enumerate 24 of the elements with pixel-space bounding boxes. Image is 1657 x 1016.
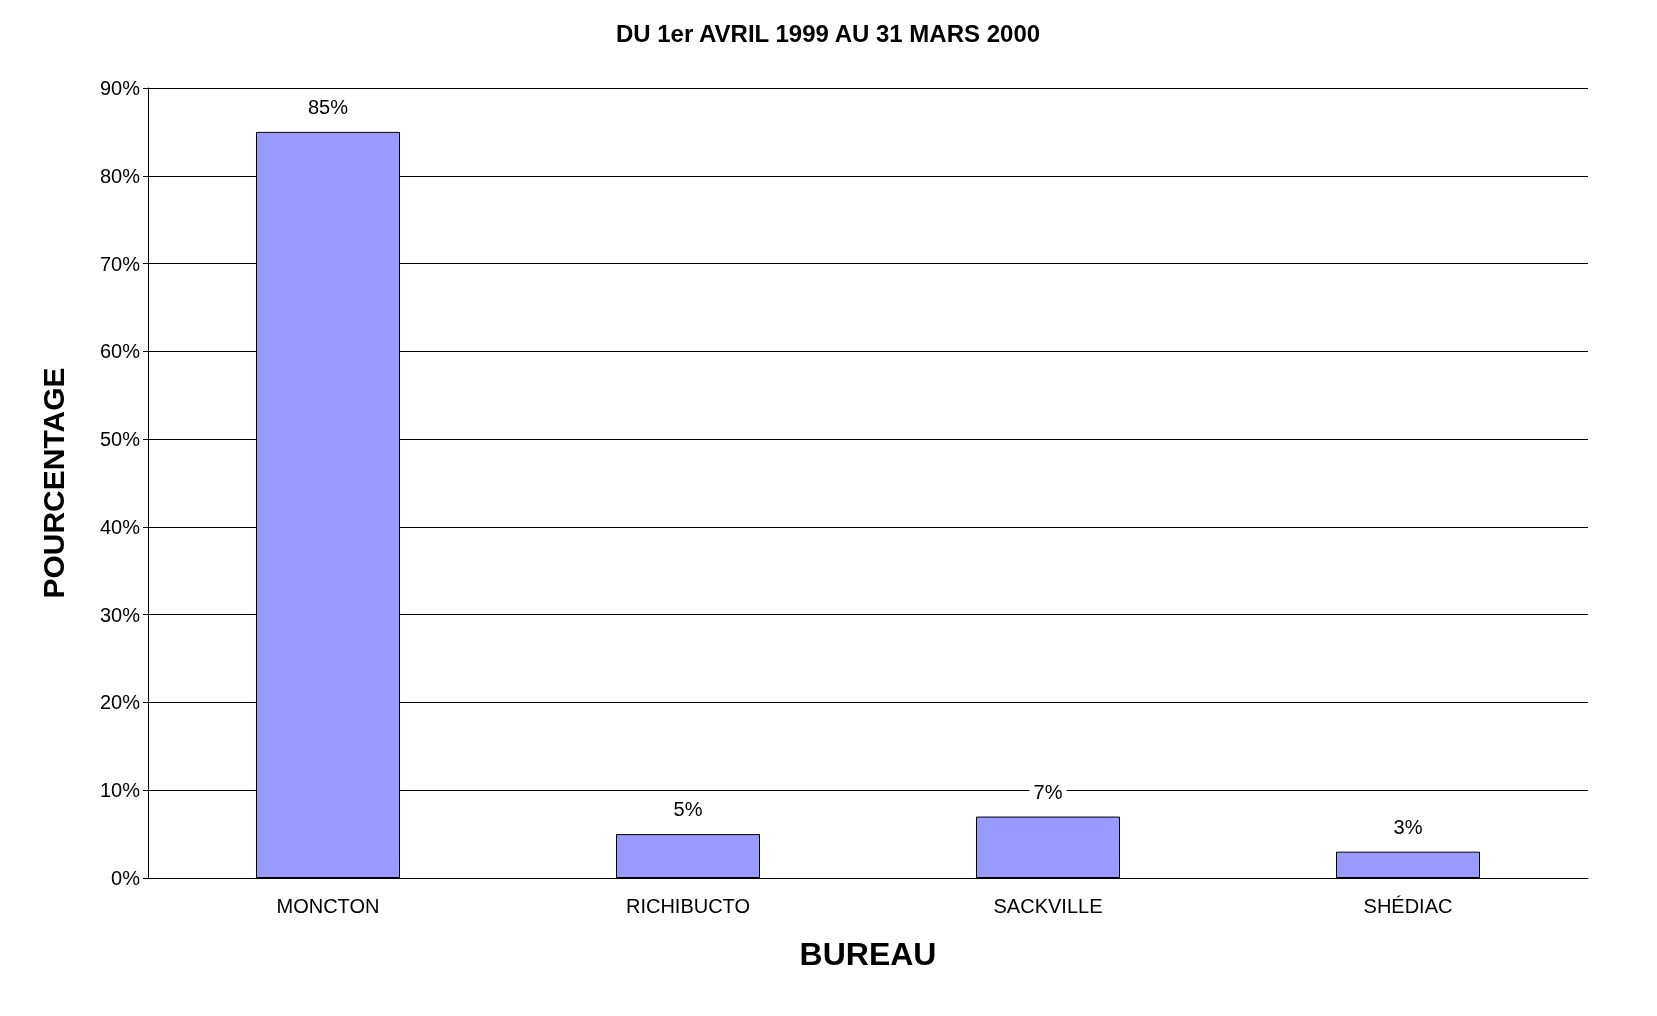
chart-title: DU 1er AVRIL 1999 AU 31 MARS 2000 <box>615 19 1041 47</box>
y-tick-label: 10% <box>99 779 141 802</box>
y-tick-label: 20% <box>99 691 141 714</box>
x-axis-title: BUREAU <box>799 936 937 972</box>
y-tick-label: 80% <box>99 164 141 187</box>
x-tick-label: SHÉDIAC <box>1363 895 1453 917</box>
y-tick-label: 40% <box>99 515 141 538</box>
x-tick-label: SACKVILLE <box>993 895 1103 917</box>
bar <box>976 816 1120 878</box>
data-label: 3% <box>1393 815 1423 838</box>
x-tick-label: MONCTON <box>276 895 380 917</box>
y-tick-label: 70% <box>99 252 141 275</box>
data-label: 85% <box>307 95 349 118</box>
y-tick-label: 0% <box>111 867 141 889</box>
y-axis-title: POURCENTAGE <box>36 367 70 599</box>
y-tick-label: 90% <box>99 77 141 99</box>
data-label: 7% <box>1033 780 1063 803</box>
bar <box>616 834 760 878</box>
data-label: 5% <box>673 798 703 821</box>
bar <box>1336 851 1480 878</box>
x-tick-label: RICHIBUCTO <box>625 895 751 917</box>
y-tick-label: 50% <box>99 428 141 451</box>
y-tick-label: 30% <box>99 603 141 626</box>
y-tick-label: 60% <box>99 340 141 363</box>
